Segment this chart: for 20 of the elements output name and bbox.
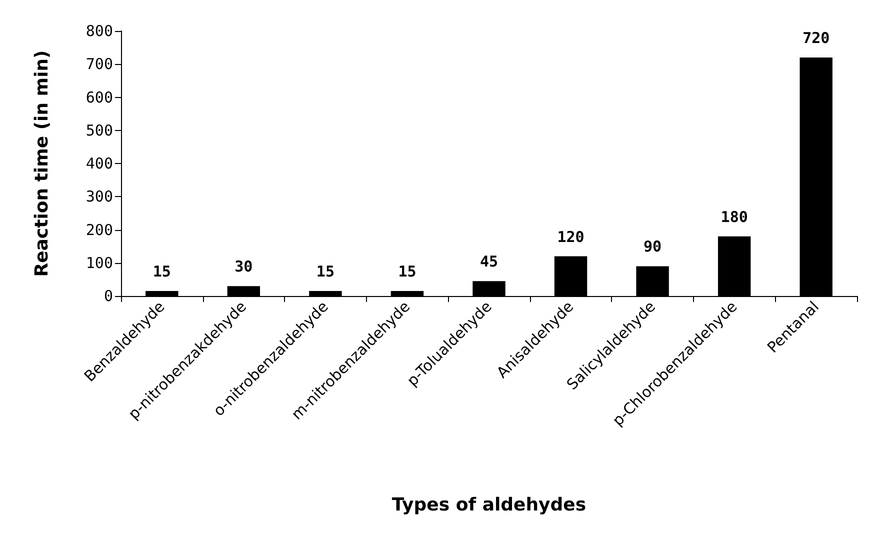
data-label: 180 xyxy=(720,208,748,226)
y-tick-label: 700 xyxy=(86,55,113,74)
y-tick-label: 200 xyxy=(86,220,113,239)
y-tick-label: 0 xyxy=(104,287,113,305)
data-label: 15 xyxy=(152,262,171,281)
data-label: 45 xyxy=(480,252,498,271)
x-axis-title: Types of aldehydes xyxy=(392,494,586,516)
y-tick-label: 400 xyxy=(86,154,113,172)
y-tick-label: 300 xyxy=(86,188,113,206)
y-axis-title: Reaction time (in min) xyxy=(32,50,52,277)
y-tick-label: 100 xyxy=(86,254,113,272)
data-label: 30 xyxy=(234,258,253,276)
y-tick-label: 600 xyxy=(86,88,113,106)
y-tick-label: 500 xyxy=(86,121,113,140)
data-label: 15 xyxy=(398,262,416,281)
data-label: 90 xyxy=(644,238,662,256)
y-tick-label: 800 xyxy=(86,22,113,40)
data-label: 120 xyxy=(557,228,584,246)
data-label: 720 xyxy=(802,29,830,47)
data-label: 15 xyxy=(316,262,334,281)
